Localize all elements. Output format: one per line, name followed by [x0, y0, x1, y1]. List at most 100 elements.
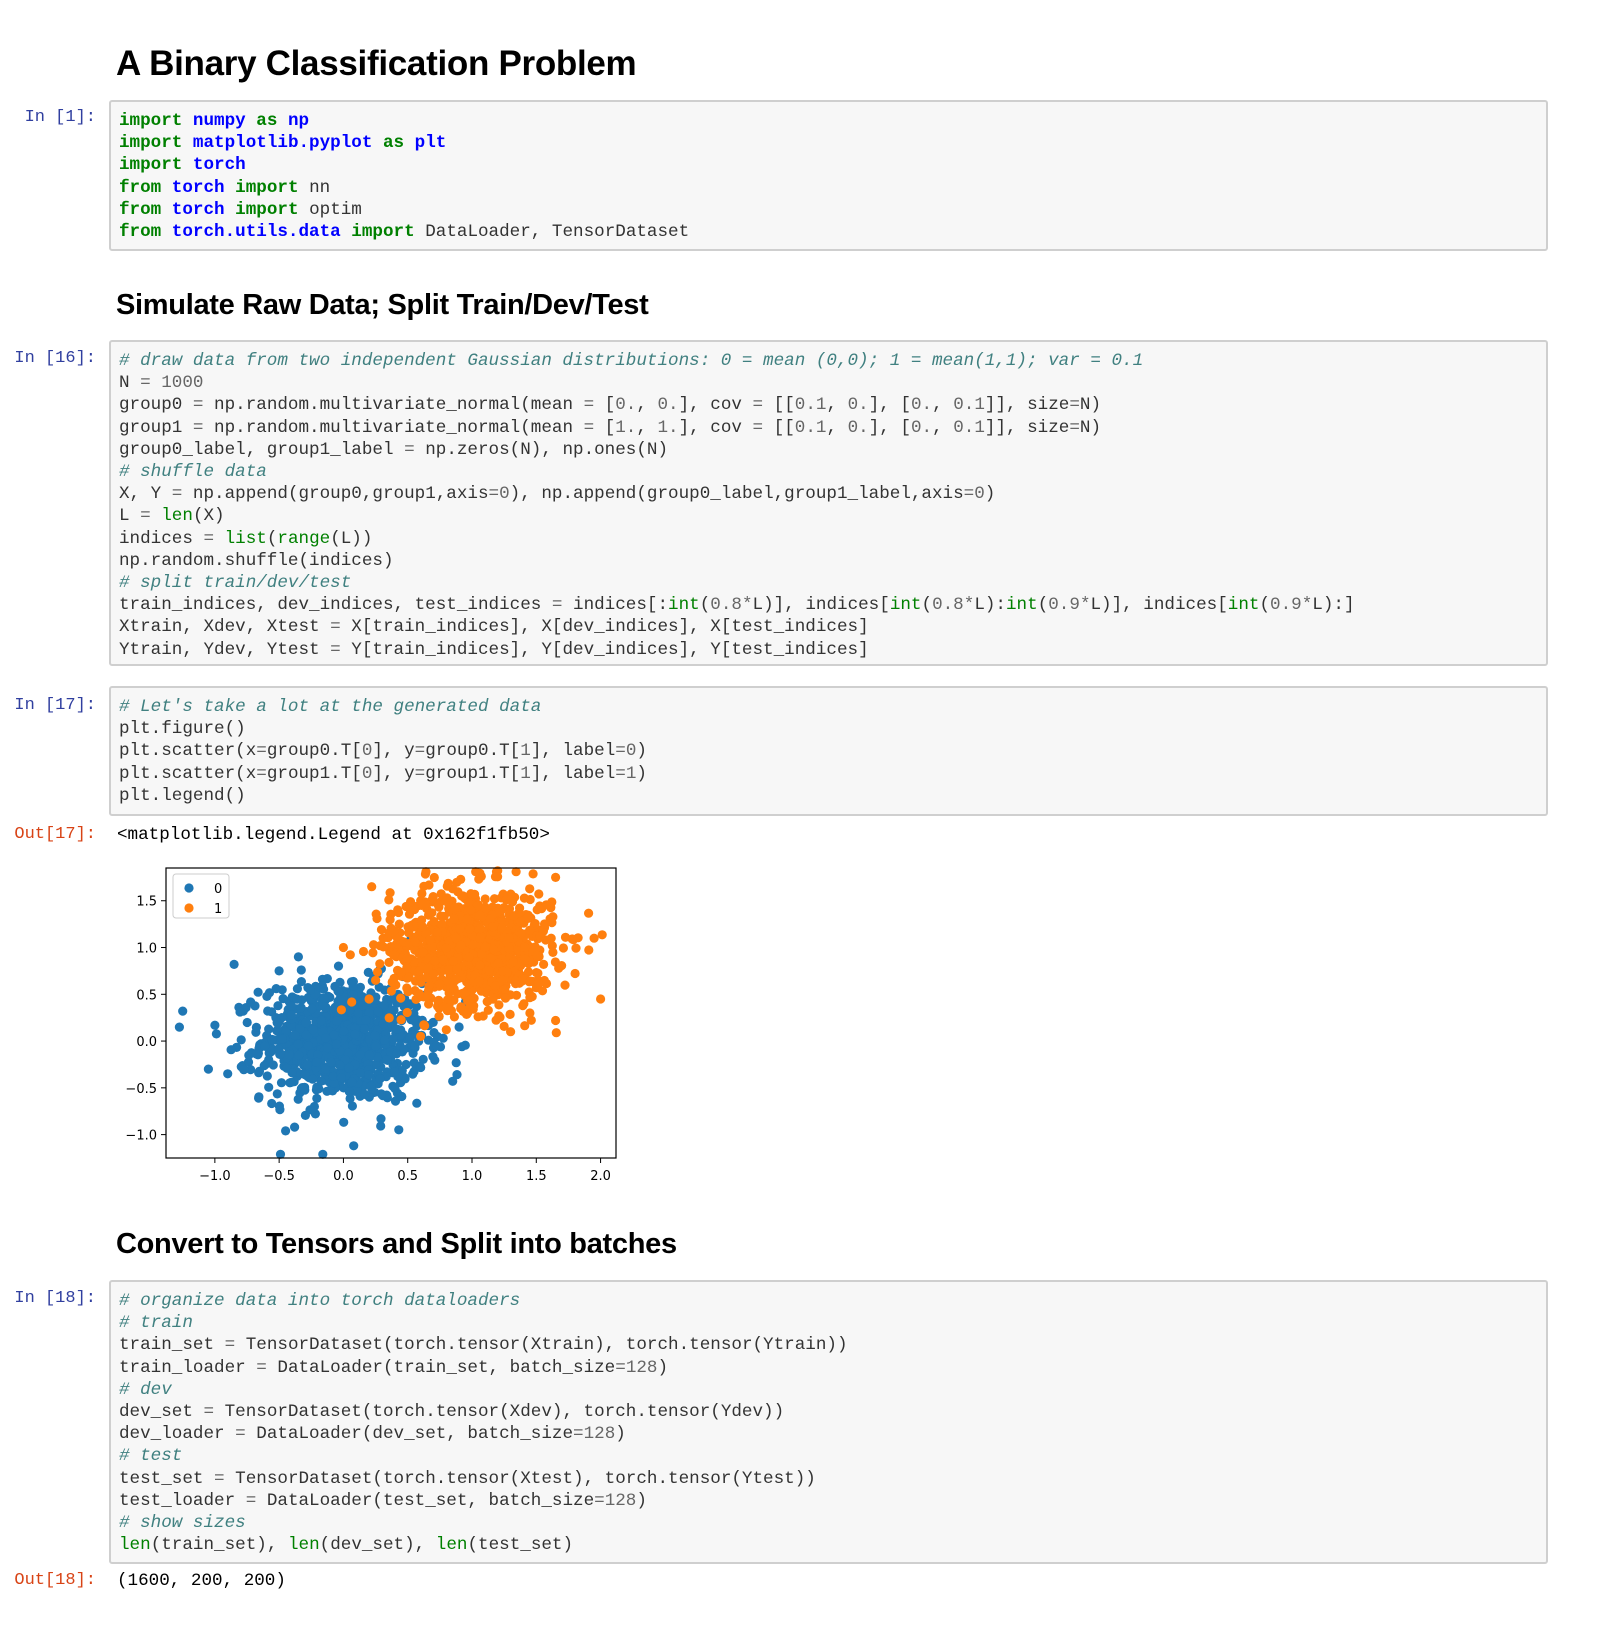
data-point-series-0	[262, 1071, 272, 1081]
data-point-series-0	[286, 1001, 297, 1011]
code-cell-imports[interactable]: import numpy as np import matplotlib.pyp…	[109, 100, 1548, 251]
data-point-series-0	[375, 1074, 385, 1084]
data-point-series-1	[471, 867, 481, 877]
data-point-series-0	[390, 1084, 400, 1094]
data-point-series-0	[203, 1064, 213, 1074]
data-point-series-1	[364, 994, 374, 1004]
y-tick-label: −0.5	[125, 1082, 157, 1097]
data-point-series-1	[424, 999, 434, 1009]
data-point-series-0	[307, 1074, 318, 1084]
data-point-series-1	[475, 910, 485, 920]
data-point-series-0	[371, 1041, 381, 1051]
data-point-series-1	[506, 1027, 516, 1037]
data-point-series-0	[376, 1121, 386, 1131]
data-point-series-0	[273, 1001, 283, 1011]
data-point-series-0	[295, 1024, 305, 1034]
data-point-series-1	[414, 966, 424, 976]
data-point-series-0	[322, 1043, 333, 1053]
data-point-series-0	[333, 961, 344, 971]
data-point-series-1	[466, 905, 476, 915]
data-point-series-1	[531, 968, 541, 978]
data-point-series-1	[372, 913, 382, 924]
data-point-series-1	[423, 991, 433, 1001]
data-point-series-0	[388, 1034, 398, 1044]
data-point-series-1	[570, 968, 580, 979]
data-point-series-0	[312, 1057, 322, 1067]
data-point-series-0	[326, 1057, 336, 1067]
data-point-series-0	[311, 1085, 321, 1095]
data-point-series-0	[299, 1083, 309, 1094]
data-point-series-0	[300, 1110, 310, 1120]
data-point-series-0	[347, 1077, 357, 1087]
data-point-series-0	[376, 1089, 386, 1099]
code-cell-plot[interactable]: # Let's take a lot at the generated data…	[109, 686, 1548, 816]
data-point-series-0	[296, 977, 306, 987]
data-point-series-0	[344, 1063, 354, 1073]
data-point-series-1	[369, 940, 379, 950]
data-point-series-0	[346, 977, 357, 987]
data-point-series-0	[329, 1078, 339, 1088]
output-prompt-18: Out[18]:	[14, 1571, 96, 1590]
data-point-series-0	[293, 952, 303, 962]
data-point-series-1	[396, 993, 406, 1003]
data-point-series-0	[350, 1029, 360, 1039]
data-point-series-0	[412, 1098, 422, 1108]
data-point-series-1	[498, 966, 508, 976]
data-point-series-0	[432, 1041, 442, 1051]
data-point-series-1	[389, 973, 399, 983]
data-point-series-0	[399, 1044, 409, 1055]
code-editor[interactable]: # Let's take a lot at the generated data…	[119, 697, 647, 806]
data-point-series-0	[316, 1015, 326, 1026]
data-point-series-1	[535, 931, 545, 941]
code-cell-dataloaders[interactable]: # organize data into torch dataloaders #…	[109, 1280, 1548, 1564]
data-point-series-0	[290, 1030, 300, 1040]
data-point-series-1	[488, 994, 498, 1004]
data-point-series-0	[355, 1050, 365, 1060]
data-point-series-0	[305, 985, 315, 995]
data-point-series-1	[452, 963, 462, 974]
data-point-series-0	[339, 1026, 349, 1036]
legend-marker-0	[184, 883, 194, 893]
code-cell-simulate-data[interactable]: # draw data from two independent Gaussia…	[109, 340, 1548, 666]
data-point-series-1	[464, 995, 474, 1005]
data-point-series-1	[434, 1011, 444, 1021]
output-prompt-17: Out[17]:	[14, 825, 96, 844]
data-point-series-0	[429, 1028, 439, 1038]
data-point-series-1	[442, 976, 452, 986]
data-point-series-0	[275, 1149, 286, 1159]
data-point-series-0	[454, 1022, 464, 1032]
data-point-series-0	[382, 1055, 392, 1065]
data-point-series-1	[452, 989, 463, 999]
data-point-series-1	[589, 933, 599, 943]
data-point-series-1	[485, 914, 495, 924]
data-point-series-1	[534, 889, 544, 899]
data-point-series-0	[277, 1034, 287, 1044]
data-point-series-1	[516, 928, 526, 939]
data-point-series-1	[448, 956, 458, 966]
data-point-series-0	[347, 1101, 357, 1111]
data-point-series-1	[541, 978, 552, 989]
data-point-series-1	[551, 872, 561, 882]
data-point-series-1	[436, 911, 446, 921]
data-point-series-0	[254, 1068, 264, 1078]
data-point-series-0	[378, 1019, 388, 1029]
data-point-series-1	[392, 939, 402, 949]
data-point-series-0	[374, 982, 384, 992]
y-tick-label: 0.0	[136, 1035, 157, 1050]
data-point-series-0	[310, 1109, 320, 1119]
data-point-series-0	[344, 1005, 355, 1015]
data-point-series-1	[462, 914, 472, 924]
code-editor[interactable]: # organize data into torch dataloaders #…	[119, 1291, 848, 1556]
code-editor[interactable]: import numpy as np import matplotlib.pyp…	[119, 111, 690, 243]
data-point-series-0	[409, 1016, 419, 1026]
data-point-series-1	[504, 933, 514, 943]
data-point-series-1	[438, 955, 448, 965]
data-point-series-0	[294, 1050, 304, 1060]
data-point-series-0	[319, 984, 329, 994]
code-editor[interactable]: # draw data from two independent Gaussia…	[119, 351, 1355, 660]
data-point-series-0	[309, 1101, 319, 1112]
data-point-series-0	[334, 987, 344, 997]
data-point-series-1	[416, 1031, 426, 1041]
data-point-series-0	[418, 1054, 428, 1064]
data-point-series-1	[520, 1021, 530, 1031]
